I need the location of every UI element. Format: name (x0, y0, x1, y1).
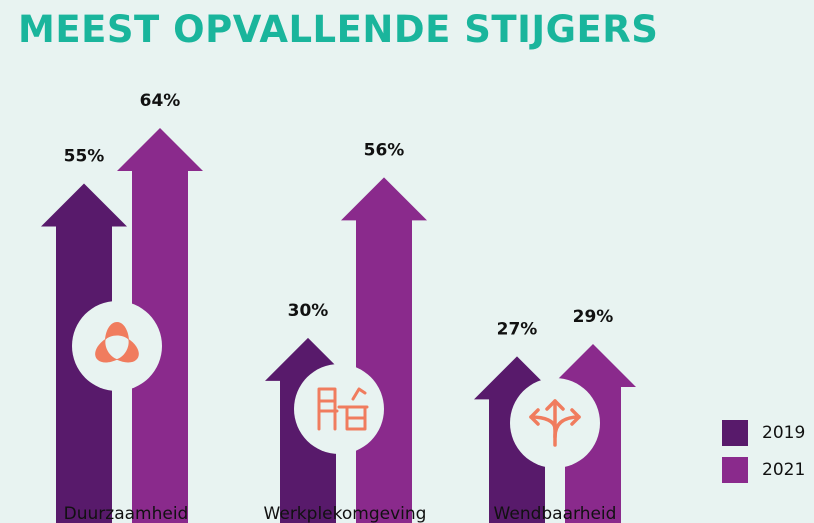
value-label-wendbaarheid-2019: 27% (497, 319, 538, 339)
legend-item-2019: 2019 (722, 420, 805, 446)
legend-swatch-2019 (722, 420, 748, 446)
chart-title: MEEST OPVALLENDE STIJGERS (18, 8, 659, 51)
legend-label-2019: 2019 (762, 423, 806, 443)
legend-swatch-2021 (722, 457, 748, 483)
legend-label-2021: 2021 (762, 460, 806, 480)
category-label-werkplekomgeving: Werkplekomgeving (264, 504, 427, 523)
recycle-leaves-icon (72, 301, 162, 391)
arrow-bar-werkplekomgeving-2021 (341, 177, 427, 523)
value-label-wendbaarheid-2021: 29% (573, 307, 614, 327)
value-label-duurzaamheid-2021: 64% (140, 91, 181, 111)
desk-chair-icon (294, 364, 384, 454)
value-label-duurzaamheid-2019: 55% (64, 147, 105, 167)
category-label-wendbaarheid: Wendbaarheid (494, 504, 617, 523)
legend: 2019 2021 (722, 420, 805, 494)
arrow-bar-duurzaamheid-2021 (117, 128, 203, 523)
legend-item-2021: 2021 (722, 457, 805, 483)
value-label-werkplekomgeving-2021: 56% (364, 140, 405, 160)
value-label-werkplekomgeving-2019: 30% (288, 301, 329, 321)
split-arrows-icon (510, 378, 600, 468)
category-label-duurzaamheid: Duurzaamheid (64, 504, 189, 523)
